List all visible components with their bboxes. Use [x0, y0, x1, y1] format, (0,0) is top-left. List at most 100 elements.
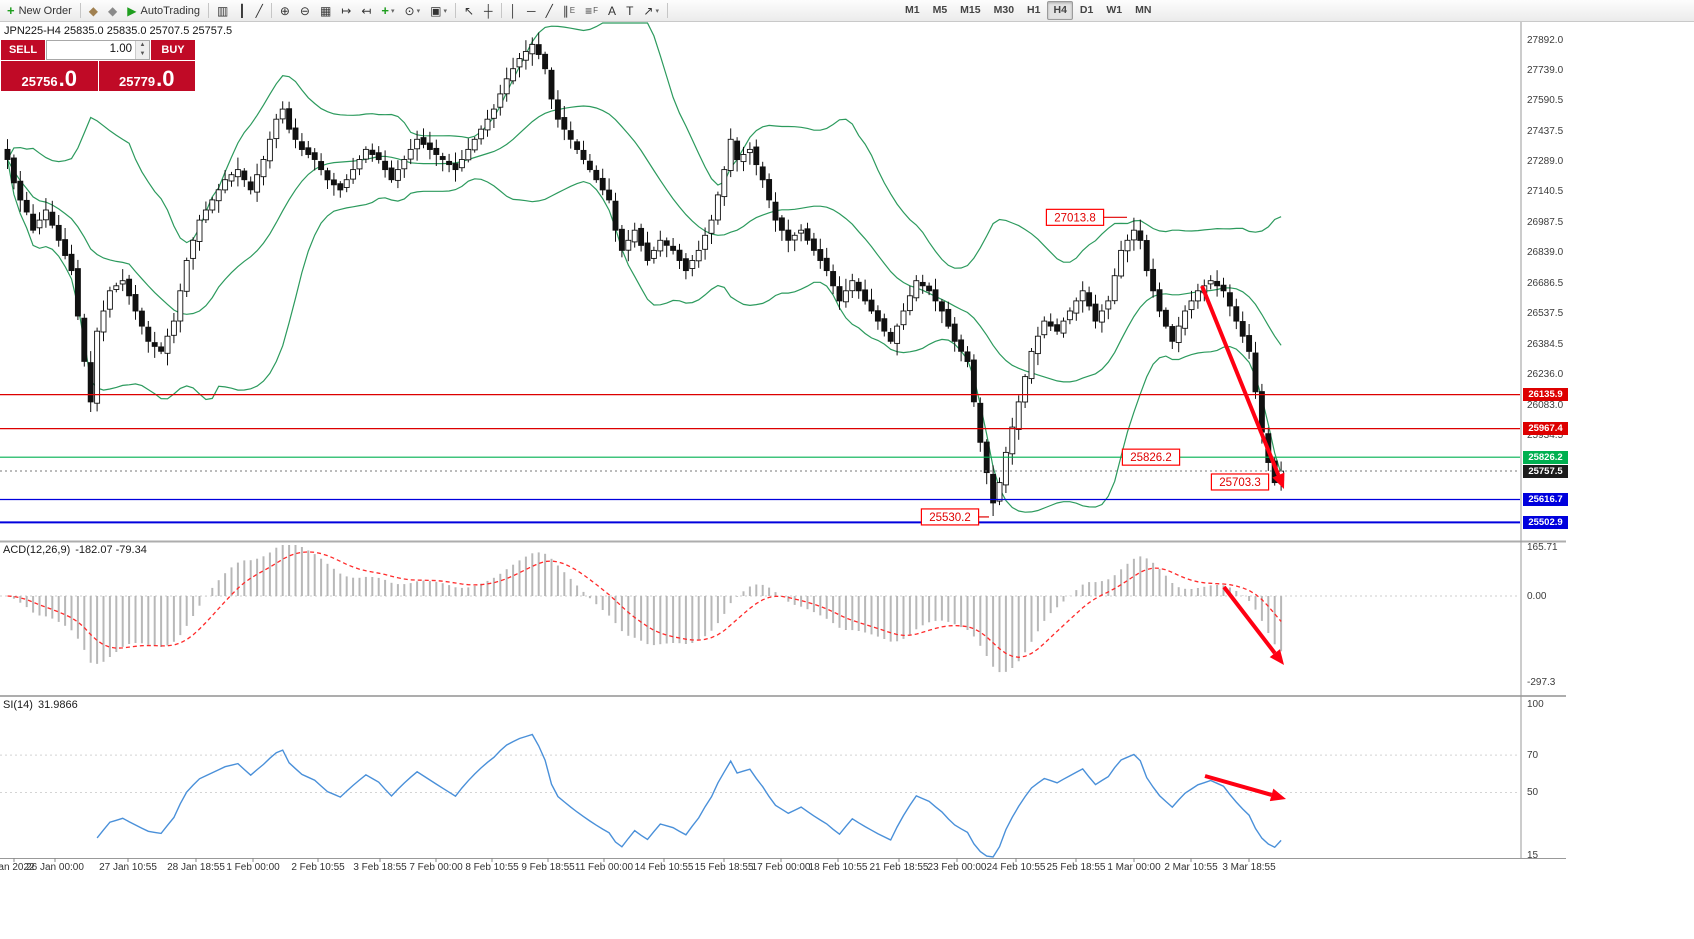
time-axis-label: 3 Mar 18:55 [1222, 862, 1276, 873]
templates-icon: ▣ [430, 3, 442, 18]
line-chart-icon[interactable]: ╱ [251, 1, 268, 21]
candle-body [1079, 290, 1086, 302]
candle-body [241, 170, 248, 181]
candle-body [1182, 310, 1189, 329]
indicators-icon[interactable]: + ▾ [376, 1, 399, 21]
candle-body [772, 201, 779, 221]
text-tool-icon[interactable]: A [603, 1, 621, 21]
candle-body [446, 160, 453, 166]
price-axis-label: 25934.5 [1527, 429, 1564, 441]
volume-value[interactable]: 1.00 [109, 43, 132, 55]
buy-price[interactable]: 25779.0 [98, 61, 195, 91]
macd-indicator-label: ACD(12,26,9) -182.07 -79.34 [3, 544, 147, 556]
fibonacci-tool-icon[interactable]: ≡ F [580, 1, 603, 21]
candle-body [535, 44, 542, 55]
sell-button[interactable]: SELL [1, 40, 45, 60]
timeframe-D1-button[interactable]: D1 [1079, 4, 1094, 16]
chart-shift-icon[interactable]: ↤ [356, 1, 376, 21]
candle-body [561, 117, 568, 130]
timeframe-M1-button[interactable]: M1 [904, 4, 920, 16]
price-axis[interactable]: 27892.0 27739.0 27590.5 27437.5 27289.0 27140… [1522, 0, 1592, 880]
candle-body [503, 78, 510, 95]
horizontal-level-lines[interactable] [0, 394, 1520, 524]
candle-body [926, 285, 933, 292]
templates-icon[interactable]: ▣ ▾ [425, 1, 452, 21]
horizontal-line-tool-icon[interactable]: ─ [522, 1, 541, 21]
new-order-button[interactable]: + New Order [2, 1, 77, 21]
candle-body [266, 138, 273, 162]
auto-scroll-icon[interactable]: ↦ [336, 1, 356, 21]
candle-body [1092, 303, 1099, 322]
candle-body [1188, 300, 1195, 311]
bar-chart-icon[interactable]: ▥ [212, 1, 233, 21]
dropdown-caret-icon[interactable]: ▾ [416, 7, 421, 15]
bar-chart-icon: ▥ [217, 3, 229, 18]
periods-icon[interactable]: ⊙ ▾ [400, 1, 426, 21]
toolbar-separator [454, 3, 456, 18]
timeframe-H1-button[interactable]: H1 [1027, 4, 1041, 16]
price-callout[interactable]: 25530.2 [920, 508, 989, 526]
candle-body [343, 179, 350, 188]
volume-up-icon[interactable]: ▲ [136, 41, 149, 50]
tile-windows-icon: ▦ [319, 3, 332, 18]
trend-arrow-rsi[interactable] [1204, 774, 1286, 802]
timeframe-MN-button[interactable]: MN [1135, 4, 1152, 16]
bollinger-bands [6, 22, 1282, 513]
chart-canvas[interactable]: 27013.8 25826.2 25703.3 25530.2 [0, 0, 1694, 880]
depth-of-market-icon[interactable]: ◆ [84, 1, 103, 21]
candle-body [644, 242, 651, 261]
dropdown-caret-icon[interactable]: ▾ [655, 7, 659, 15]
arrows-tool-icon[interactable]: ↗ ▾ [638, 1, 664, 21]
candle-body [580, 149, 587, 160]
dropdown-caret-icon[interactable]: ▾ [443, 7, 447, 15]
price-callout[interactable]: 25703.3 [1210, 473, 1270, 491]
zoom-out-icon[interactable]: ⊖ [295, 1, 315, 21]
buy-button[interactable]: BUY [151, 40, 195, 60]
candle-body [567, 130, 574, 140]
candle-body [279, 108, 286, 120]
candle-body [222, 179, 229, 191]
candlestick-series[interactable] [4, 32, 1285, 516]
candle-body [1252, 352, 1259, 393]
tile-windows-icon[interactable]: ▦ [315, 1, 336, 21]
trend-arrows[interactable] [1200, 285, 1286, 802]
candle-body [1162, 309, 1169, 327]
price-callout[interactable]: 27013.8 [1045, 208, 1127, 226]
zoom-in-icon[interactable]: ⊕ [275, 1, 295, 21]
trendline-tool-icon[interactable]: ╱ [541, 1, 558, 21]
timeframe-H4-button[interactable]: H4 [1047, 1, 1073, 20]
time-axis-label: 18 Feb 10:55 [808, 862, 868, 873]
candlestick-chart-icon[interactable]: ┃ [233, 1, 250, 21]
candle-body [612, 200, 619, 231]
macd-name: ACD(12,26,9) [3, 544, 71, 556]
crosshair-tool-icon[interactable]: ┼ [479, 1, 498, 21]
volume-stepper[interactable]: 1.00 ▲ ▼ [46, 40, 150, 60]
price-callout[interactable]: 25826.2 [1121, 448, 1181, 466]
sell-price[interactable]: 25756.0 [1, 61, 98, 91]
candle-body [23, 199, 30, 213]
price-callouts[interactable]: 27013.8 25826.2 25703.3 25530.2 [920, 208, 1270, 526]
label-tool-icon[interactable]: T [621, 1, 638, 21]
equidistant-channel-tool-icon[interactable]: ∥ E [558, 1, 580, 21]
time-axis-label: 9 Feb 18:55 [521, 862, 575, 873]
candle-body [548, 69, 555, 100]
macd-scale-label: 165.71 [1527, 542, 1558, 554]
time-axis-label: 1 Mar 00:00 [1107, 862, 1161, 873]
timeframe-M30-button[interactable]: M30 [993, 4, 1015, 16]
candle-body [689, 260, 696, 269]
timeframe-M5-button[interactable]: M5 [932, 4, 948, 16]
candle-body [1233, 306, 1240, 322]
volume-down-icon[interactable]: ▼ [136, 50, 149, 59]
timeframe-M15-button[interactable]: M15 [960, 4, 981, 16]
market-watch-icon[interactable]: ◆ [103, 1, 122, 21]
callout-box [1210, 473, 1270, 491]
trend-arrow-price[interactable] [1200, 285, 1285, 489]
dropdown-caret-icon[interactable]: ▾ [391, 7, 395, 15]
autotrading-button[interactable]: ▶ AutoTrading [122, 1, 205, 21]
periods-icon: ⊙ [404, 3, 415, 18]
cursor-tool-icon[interactable]: ↖ [459, 1, 479, 21]
trend-arrow-macd[interactable] [1222, 585, 1284, 665]
vertical-line-tool-icon[interactable]: │ [505, 1, 523, 21]
timeframe-W1-button[interactable]: W1 [1106, 4, 1123, 16]
